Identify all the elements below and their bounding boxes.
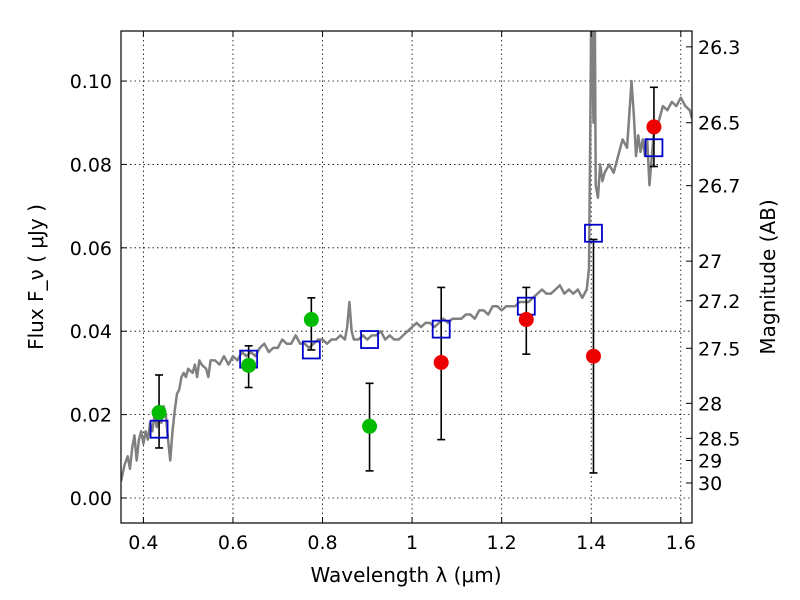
data-layer — [121, 31, 692, 482]
y-tick-label: 0.02 — [70, 405, 112, 427]
x-tick-label: 1 — [406, 532, 418, 554]
y2-tick-label: 28.5 — [698, 428, 740, 450]
y2-tick-label: 26.3 — [698, 37, 740, 59]
y2-tick-label: 29 — [698, 450, 722, 472]
x-axis-label: Wavelength λ (μm) — [310, 563, 501, 587]
model-spectrum-line — [121, 31, 692, 482]
y-tick-label: 0.08 — [70, 154, 112, 176]
model-photometry-square — [644, 138, 664, 158]
x-tick-label: 0.6 — [218, 532, 248, 554]
model-photometry-square — [301, 340, 321, 360]
x-tick-label: 1.4 — [576, 532, 606, 554]
y-tick-label: 0.04 — [70, 321, 112, 343]
y-tick-label: 0.00 — [70, 488, 112, 510]
observed-flux-point — [433, 354, 449, 370]
y2-tick-label: 26.7 — [698, 176, 740, 198]
model-photometry-square — [431, 319, 451, 339]
plot-area: 0.4 0.6 0.8 1 1.2 1.4 1.6 0.00 0.02 0.04 0.06 0.08 0… — [70, 30, 740, 554]
observed-flux-point — [585, 348, 601, 364]
y2-axis-label: Magnitude (AB) — [756, 199, 780, 354]
y-axis-label: Flux F_ν ( μJy ) — [24, 204, 48, 350]
model-photometry-square — [360, 330, 379, 349]
plot-frame — [120, 30, 693, 524]
y2-tick-label: 30 — [698, 473, 722, 495]
observed-flux-point — [303, 312, 319, 328]
y-tick-label: 0.10 — [70, 71, 112, 93]
model-photometry-square — [584, 223, 603, 243]
y2-tick-label: 28 — [698, 393, 722, 415]
observed-flux-point — [362, 418, 378, 434]
observed-flux-point — [646, 119, 662, 135]
observed-flux-point — [151, 405, 167, 421]
x-tick-label: 1.6 — [666, 532, 696, 554]
y2-tick-label: 27 — [698, 251, 722, 273]
x-tick-label: 0.8 — [307, 532, 337, 554]
model-photometry-square — [149, 419, 169, 439]
observed-flux-point — [241, 357, 257, 373]
observed-flux-point — [518, 312, 534, 328]
y-tick-label: 0.06 — [70, 238, 112, 260]
y2-tick-label: 26.5 — [698, 113, 740, 135]
y2-tick-label: 27.2 — [698, 291, 740, 313]
x-tick-label: 0.4 — [128, 532, 158, 554]
x-tick-label: 1.2 — [487, 532, 517, 554]
y2-tick-label: 27.5 — [698, 338, 740, 360]
